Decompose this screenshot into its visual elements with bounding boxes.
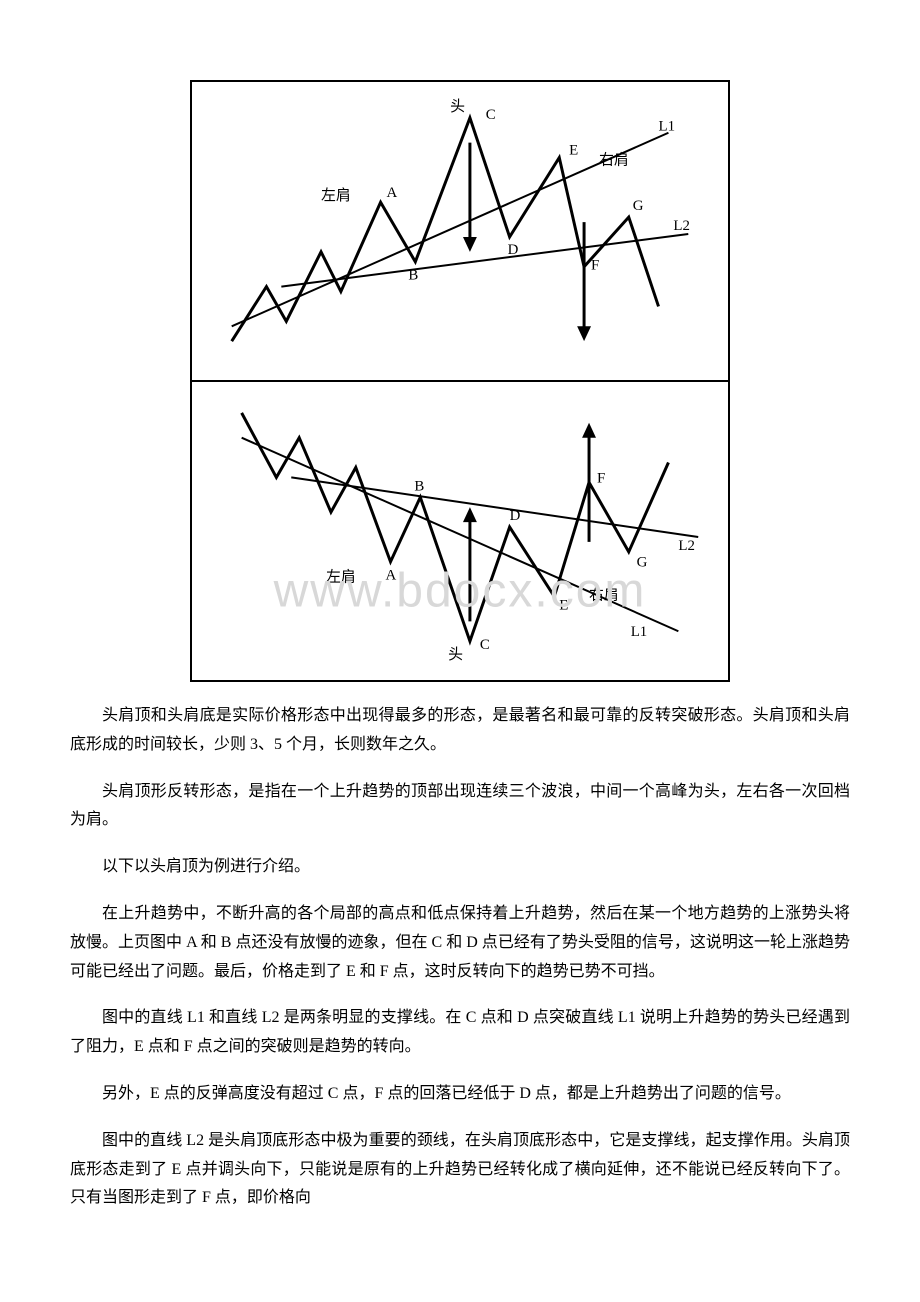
paragraph-6: 另外，E 点的反弹高度没有超过 C 点，F 点的回落已经低于 D 点，都是上升趋… [70,1080,850,1109]
label-C-top: C [486,107,496,123]
label-C-bottom: C [480,637,490,653]
label-B-bottom: B [414,478,424,494]
top-diagram-panel: 头 C L1 E 右肩 左肩 A G L2 B D F [192,82,728,380]
head-shoulders-bottom-svg: B D F G L2 左肩 A E 右肩 头 C L1 [192,382,728,680]
label-head-top: 头 [450,98,465,115]
paragraph-1: 头肩顶和头肩底是实际价格形态中出现得最多的形态，是最著名和最可靠的反转突破形态。… [70,702,850,760]
head-shoulders-diagram: 头 C L1 E 右肩 左肩 A G L2 B D F www.bdocx.co… [190,80,730,682]
label-B-top: B [408,268,418,284]
label-G-top: G [633,198,644,214]
label-right-shoulder-bottom: 右肩 [589,586,619,603]
label-E-top: E [569,143,578,159]
paragraph-4: 在上升趋势中，不断升高的各个局部的高点和低点保持着上升趋势，然后在某一个地方趋势… [70,900,850,986]
label-left-shoulder-top: 左肩 [321,187,351,204]
paragraph-7: 图中的直线 L2 是头肩顶底形态中极为重要的颈线，在头肩顶底形态中，它是支撑线，… [70,1127,850,1213]
paragraph-2: 头肩顶形反转形态，是指在一个上升趋势的顶部出现连续三个波浪，中间一个高峰为头，左… [70,778,850,836]
document-content: 头肩顶和头肩底是实际价格形态中出现得最多的形态，是最著名和最可靠的反转突破形态。… [70,702,850,1213]
label-G-bottom: G [637,555,648,571]
label-A-top: A [387,185,398,201]
head-shoulders-top-svg: 头 C L1 E 右肩 左肩 A G L2 B D F [192,82,728,380]
label-right-shoulder-top: 右肩 [599,151,629,168]
label-D-bottom: D [510,508,521,524]
label-L2-top: L2 [673,218,690,234]
label-L2-bottom: L2 [678,538,695,554]
label-F-bottom: F [597,470,605,486]
label-L1-bottom: L1 [631,624,648,640]
label-A-bottom: A [386,568,397,584]
paragraph-3: 以下以头肩顶为例进行介绍。 [70,853,850,882]
label-F-top: F [591,258,599,274]
paragraph-5: 图中的直线 L1 和直线 L2 是两条明显的支撑线。在 C 点和 D 点突破直线… [70,1004,850,1062]
label-E-bottom: E [559,597,568,613]
label-L1-top: L1 [659,119,676,135]
label-left-shoulder-bottom: 左肩 [326,569,356,586]
bottom-diagram-panel: www.bdocx.com B D F G L2 左肩 A E 右肩 头 C [192,382,728,680]
label-D-top: D [508,242,519,258]
label-head-bottom: 头 [448,646,463,663]
